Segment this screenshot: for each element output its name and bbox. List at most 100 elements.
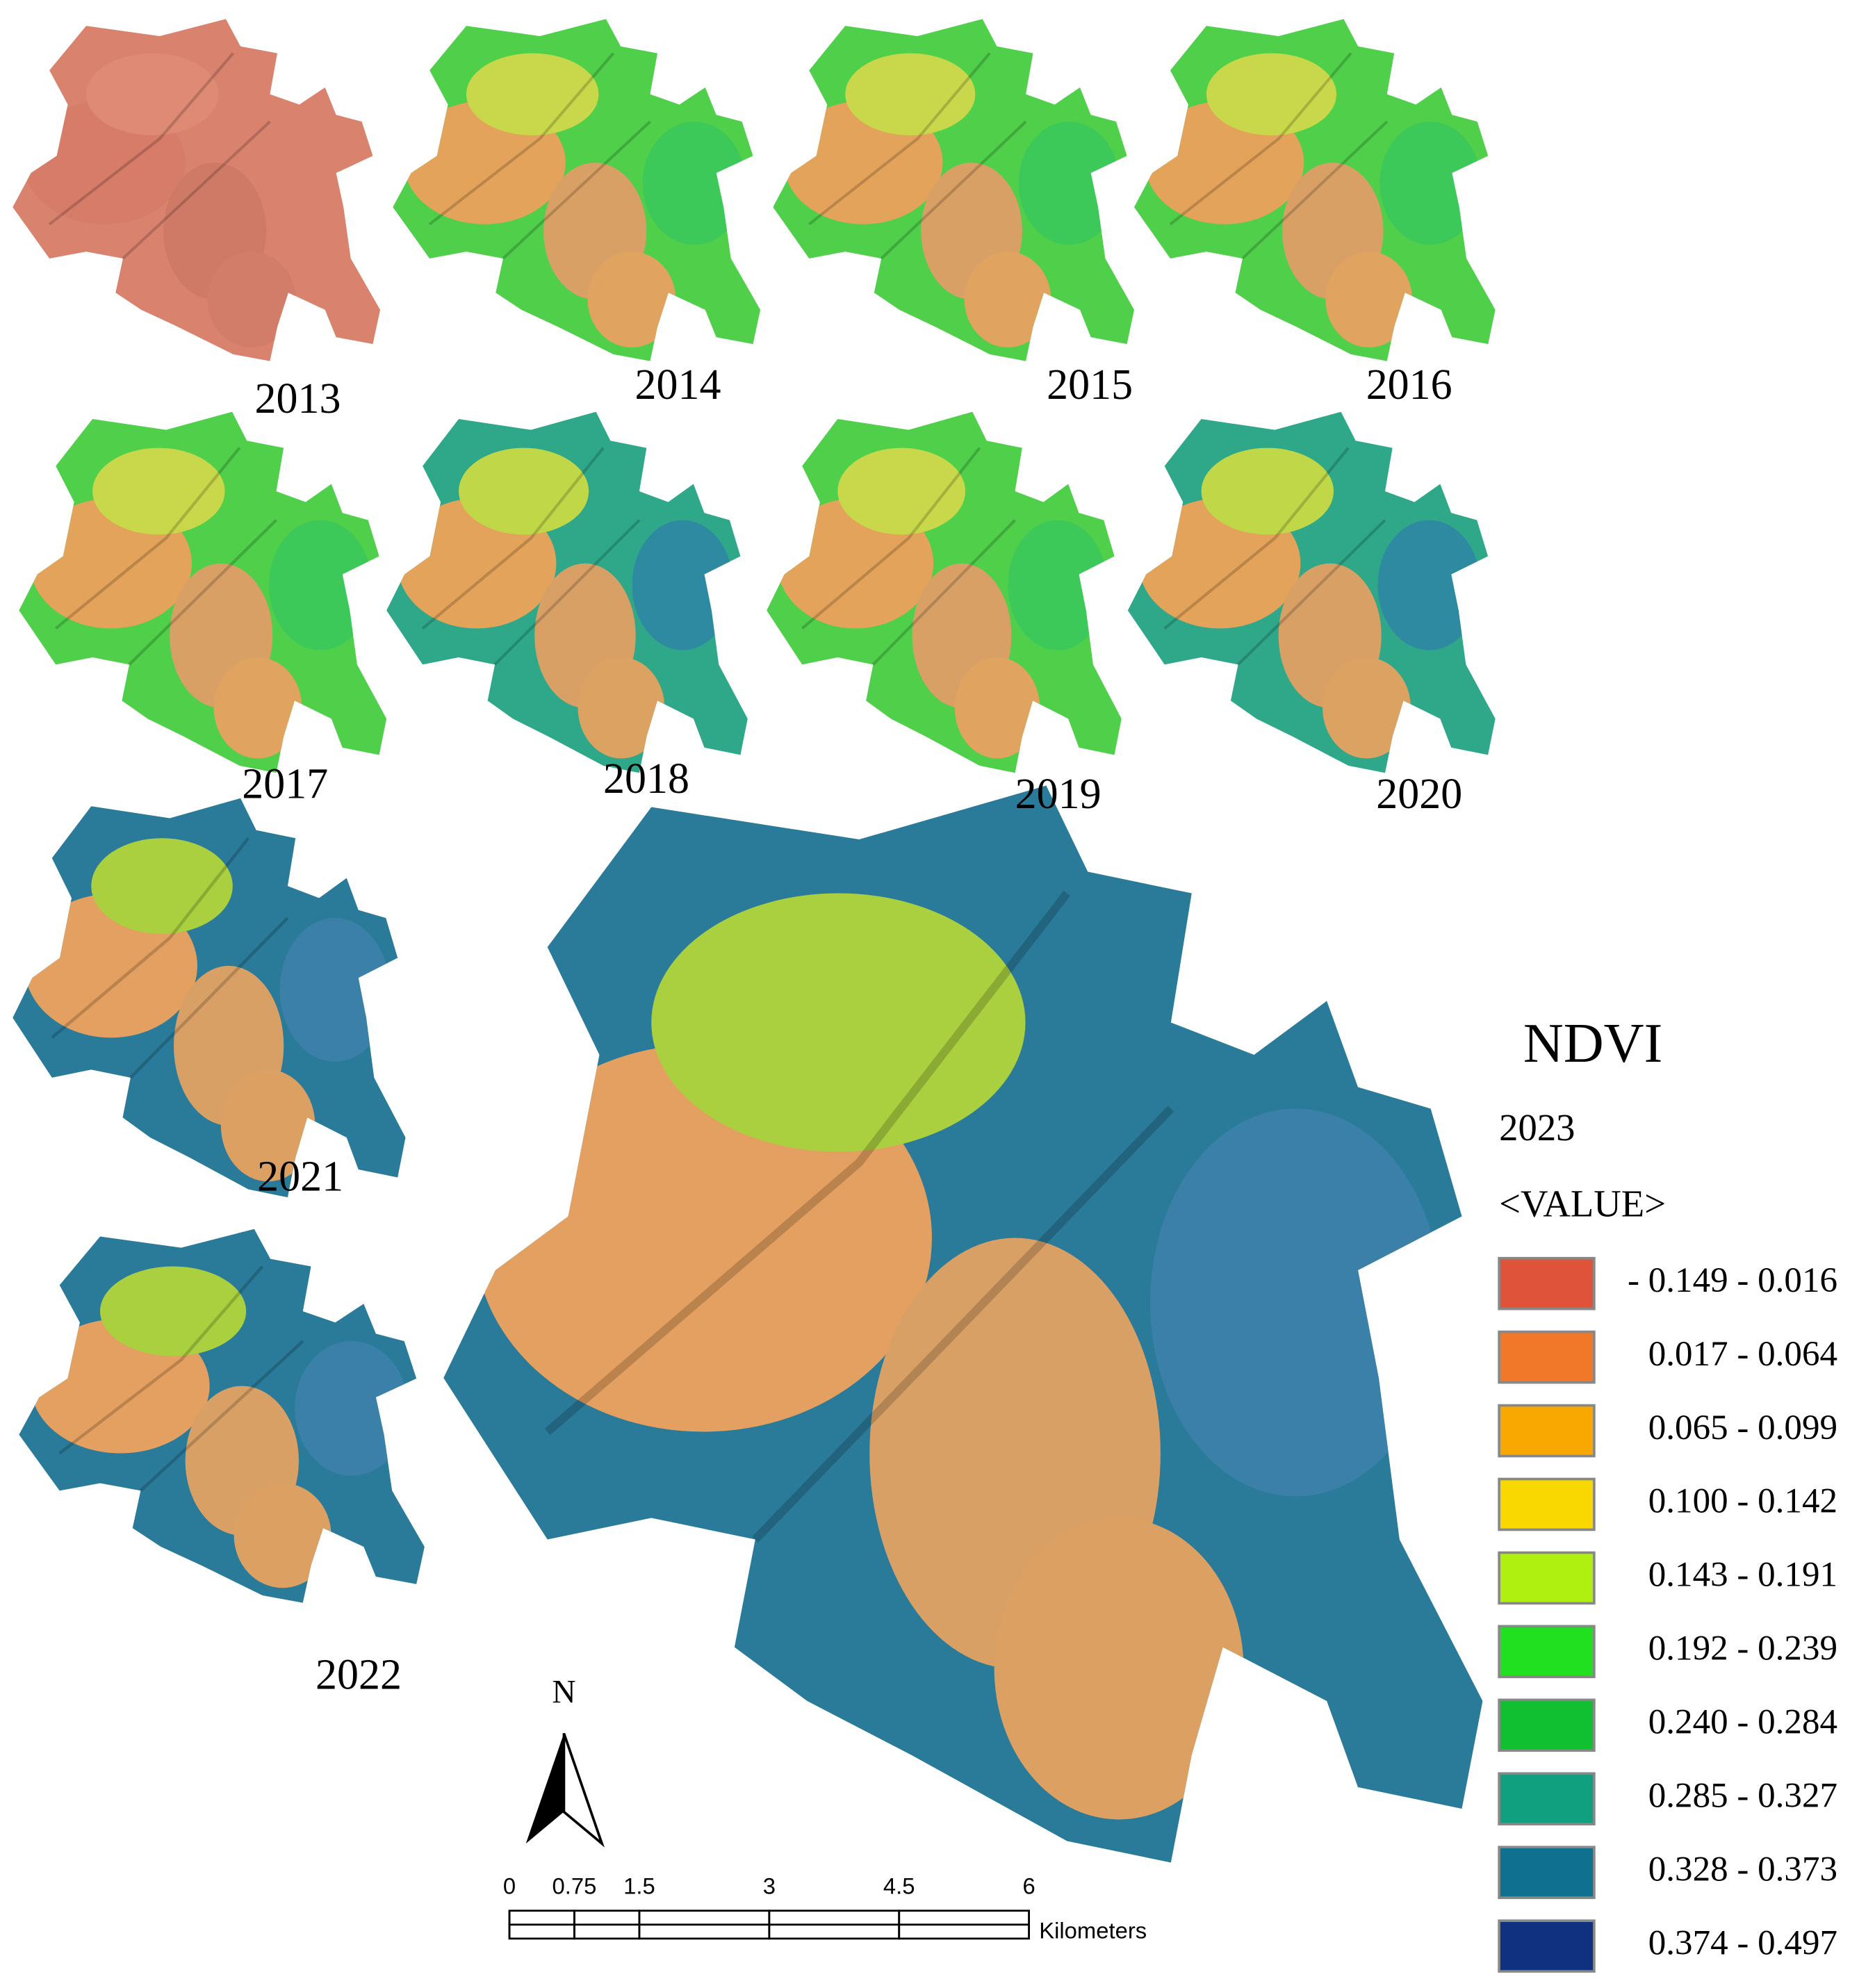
raster-zone [213, 657, 302, 759]
mine-raster [19, 411, 387, 773]
scale-segment [573, 1909, 641, 1926]
raster-zone [578, 657, 665, 759]
scale-segment [638, 1923, 771, 1940]
raster-ridge [808, 52, 1027, 260]
raster-zone [1018, 122, 1120, 245]
legend-swatch [1498, 1256, 1596, 1311]
scale-tick-label: 6 [1023, 1873, 1035, 1899]
raster-zone [268, 520, 372, 650]
legend-swatch [1498, 1551, 1596, 1605]
legend-label: 0.065 - 0.099 [1648, 1408, 1837, 1447]
small-map [1127, 411, 1496, 773]
map-panels [13, 19, 1496, 1863]
raster-zone [295, 1341, 409, 1476]
raster-ridge [51, 837, 289, 1079]
raster-ridge [54, 447, 278, 666]
legend-swatch [1498, 1625, 1596, 1679]
legend-swatch [1498, 1846, 1596, 1899]
mine-raster [767, 411, 1122, 773]
main-map [443, 785, 1483, 1863]
mine-raster [1127, 411, 1496, 773]
small-map [13, 798, 406, 1198]
small-map [767, 411, 1122, 773]
legend-field: <VALUE> [1499, 1182, 1666, 1224]
raster-ridge [1169, 52, 1389, 260]
annotations: NDVI 2023 <VALUE> N 2013 2014 2015 2016 2017… [242, 361, 1837, 1973]
scale-tick-label: 4.5 [883, 1873, 915, 1899]
raster-zone [1008, 520, 1108, 650]
scale-segment [573, 1923, 641, 1940]
raster-zone [642, 122, 746, 245]
scale-segment [768, 1909, 901, 1926]
raster-zone [1149, 1108, 1441, 1497]
legend-label: 0.285 - 0.327 [1648, 1776, 1837, 1815]
raster-zone [845, 53, 976, 135]
map-year-label: 2022 [316, 1651, 402, 1698]
map-year-label: 2017 [242, 760, 328, 807]
scale-segment [898, 1923, 1031, 1940]
raster-zone [220, 1069, 316, 1182]
map-year-label: 2020 [1376, 771, 1462, 818]
legend-swatch [1498, 1919, 1596, 1973]
small-map [386, 411, 748, 773]
scale-segment [508, 1923, 575, 1940]
scale-tick-label: 3 [763, 1873, 776, 1899]
small-map [19, 1229, 425, 1603]
small-map [13, 19, 381, 361]
scale-tick-label: 0.75 [552, 1873, 597, 1899]
scale-segment [638, 1909, 771, 1926]
north-label: N [552, 1675, 575, 1711]
legend-swatch [1498, 1404, 1596, 1458]
raster-zone [1201, 447, 1334, 535]
legend-swatch [1498, 1330, 1596, 1384]
raster-zone [466, 53, 599, 135]
scale-segment [508, 1909, 575, 1926]
small-map [1133, 19, 1496, 361]
raster-zone [632, 520, 734, 650]
mine-raster [13, 798, 406, 1198]
legend-title: NDVI [1523, 1013, 1663, 1074]
raster-zone [1379, 122, 1481, 245]
raster-ridge [1163, 447, 1386, 666]
scale-segment [768, 1923, 901, 1940]
legend-swatch [1498, 1772, 1596, 1826]
raster-zone [954, 657, 1040, 759]
raster-zone [1206, 53, 1337, 135]
scale-unit: Kilometers [1039, 1917, 1147, 1943]
map-year-label: 2021 [257, 1153, 343, 1201]
legend-label: 0.240 - 0.284 [1648, 1703, 1837, 1742]
raster-zone [207, 252, 296, 347]
raster-zone [587, 252, 676, 347]
north-arrow-right [562, 1732, 605, 1848]
raster-ridge [428, 52, 651, 260]
raster-ridge [421, 447, 641, 666]
legend-swatch [1498, 1698, 1596, 1752]
raster-zone [651, 893, 1026, 1152]
legend-swatch [1498, 1477, 1596, 1531]
legend-label: - 0.149 - 0.016 [1628, 1261, 1837, 1300]
raster-ridge [48, 52, 271, 260]
raster-zone [92, 447, 225, 535]
raster-zone [262, 122, 366, 245]
small-map [393, 19, 761, 361]
mine-raster [386, 411, 748, 773]
small-map [773, 19, 1134, 361]
map-year-label: 2018 [603, 755, 689, 803]
raster-zone [1325, 252, 1413, 347]
map-year-label: 2016 [1366, 361, 1452, 409]
map-year-label: 2013 [255, 375, 341, 422]
mine-raster [773, 19, 1134, 361]
raster-ridge [801, 447, 1017, 666]
mine-raster [19, 1229, 425, 1603]
mine-raster [443, 785, 1483, 1863]
legend-label: 0.143 - 0.191 [1648, 1556, 1837, 1595]
legend-label: 0.017 - 0.064 [1648, 1335, 1837, 1374]
mine-raster [1133, 19, 1496, 361]
raster-zone [994, 1518, 1244, 1820]
scale-segment [898, 1909, 1031, 1926]
mine-raster [13, 19, 381, 361]
legend-label: 0.328 - 0.373 [1648, 1850, 1837, 1889]
legend-year: 2023 [1499, 1106, 1575, 1149]
raster-zone [837, 447, 966, 535]
